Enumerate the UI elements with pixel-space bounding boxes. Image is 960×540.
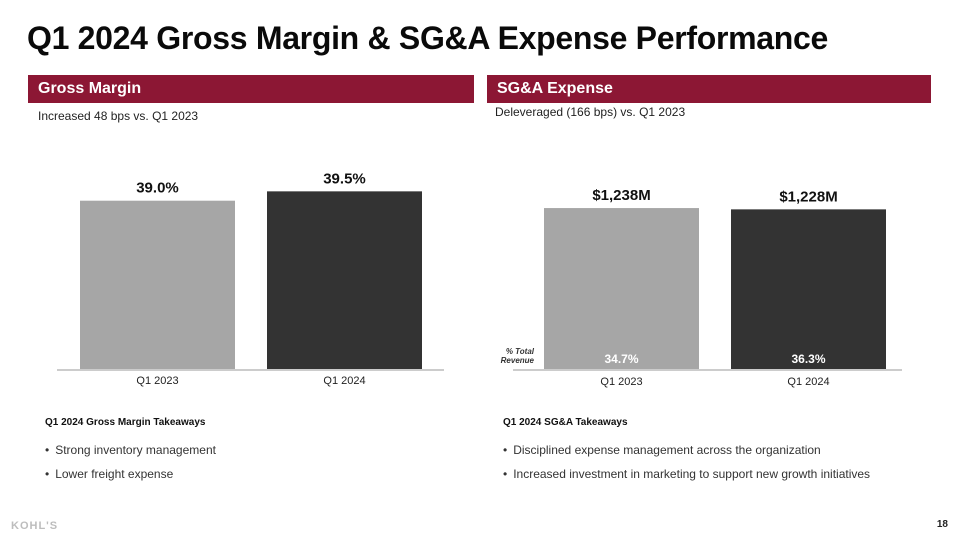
- bar-q1-2024: [731, 209, 886, 369]
- gross-margin-subtitle: Increased 48 bps vs. Q1 2023: [38, 109, 199, 123]
- x-tick-label: Q1 2023: [600, 376, 642, 388]
- sga-takeaways-list: Disciplined expense management across th…: [503, 442, 870, 490]
- gross-margin-chart: 39.0% Q1 2023 39.5% Q1 2024: [57, 170, 444, 387]
- pct-total-revenue-label-line2: Revenue: [501, 356, 535, 365]
- data-label: 39.5%: [323, 170, 366, 187]
- page-number: 18: [936, 519, 948, 530]
- x-tick-label: Q1 2024: [323, 375, 365, 387]
- sga-header: SG&A Expense: [487, 75, 931, 103]
- gross-margin-takeaways-title: Q1 2024 Gross Margin Takeaways: [45, 417, 206, 428]
- bar-q1-2023: [544, 208, 699, 369]
- kohls-logo: KOHL'S: [11, 520, 59, 532]
- gross-margin-takeaways-list: Strong inventory management Lower freigh…: [45, 442, 216, 490]
- x-tick-label: Q1 2024: [787, 376, 829, 388]
- bar-q1-2023: [80, 200, 235, 369]
- gross-margin-header: Gross Margin: [28, 75, 474, 103]
- data-label: $1,238M: [592, 187, 650, 204]
- data-label: $1,228M: [779, 188, 837, 205]
- pct-total-revenue-value: 36.3%: [791, 352, 825, 366]
- sga-takeaways-title: Q1 2024 SG&A Takeaways: [503, 417, 628, 428]
- page-title: Q1 2024 Gross Margin & SG&A Expense Perf…: [27, 20, 829, 56]
- pct-total-revenue-label-line1: % Total: [506, 347, 535, 356]
- pct-total-revenue-value: 34.7%: [604, 352, 638, 366]
- sga-subtitle: Deleveraged (166 bps) vs. Q1 2023: [495, 105, 686, 119]
- bar-q1-2024: [267, 191, 422, 369]
- data-label: 39.0%: [136, 180, 179, 197]
- takeaway-item: Lower freight expense: [45, 466, 216, 490]
- takeaway-item: Strong inventory management: [45, 442, 216, 466]
- x-tick-label: Q1 2023: [136, 375, 178, 387]
- takeaway-item: Increased investment in marketing to sup…: [503, 466, 870, 490]
- takeaway-item: Disciplined expense management across th…: [503, 442, 870, 466]
